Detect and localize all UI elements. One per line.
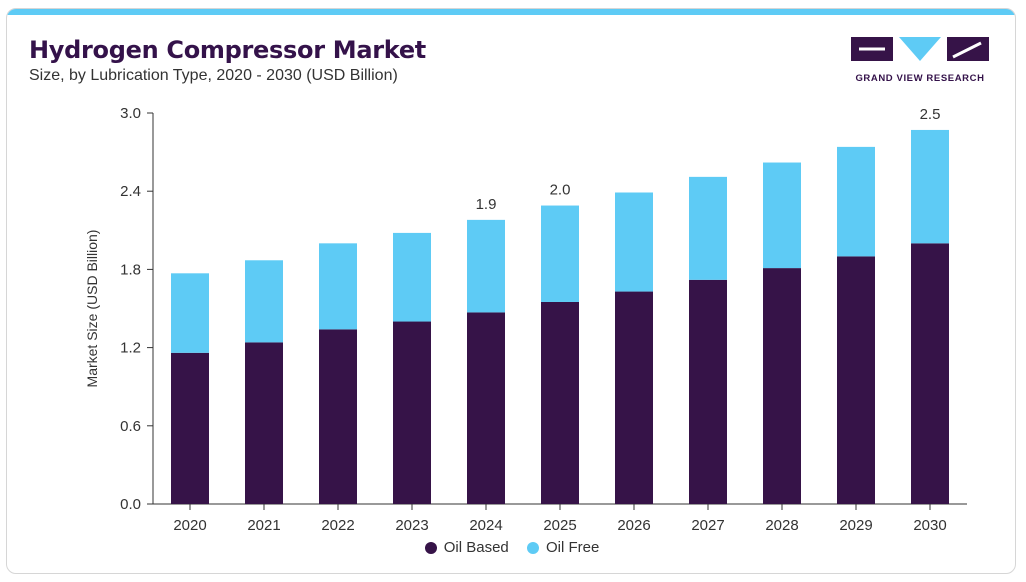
y-tick-label: 0.0: [120, 496, 141, 513]
logo-mark-icon: [851, 37, 989, 61]
bar-oil-based-2023: [393, 321, 431, 504]
legend-swatch-oil-based: [424, 541, 437, 554]
data-label-2025: 2.0: [550, 182, 571, 199]
legend-swatch-oil-free: [526, 541, 539, 554]
x-tick-label-2023: 2023: [395, 517, 428, 534]
data-label-2030: 2.5: [920, 106, 941, 123]
bar-oil-based-2027: [689, 279, 727, 504]
y-tick-label: 3.0: [120, 105, 141, 122]
legend-item-oil-free: Oil Free: [526, 539, 600, 556]
chart-legend: Oil Based Oil Free: [7, 539, 1015, 558]
bar-oil-based-2021: [245, 342, 283, 504]
bar-oil-based-2022: [319, 329, 357, 504]
logo-text: GRAND VIEW RESEARCH: [855, 73, 985, 84]
bar-oil-free-2029: [837, 146, 875, 257]
legend-item-oil-based: Oil Based: [424, 539, 509, 556]
bar-oil-free-2025: [541, 205, 579, 302]
bar-oil-free-2026: [615, 192, 653, 292]
bar-oil-based-2024: [467, 312, 505, 504]
bar-oil-based-2029: [837, 256, 875, 504]
x-tick-label-2027: 2027: [691, 517, 724, 534]
y-axis-title: Market Size (USD Billion): [84, 230, 100, 388]
x-tick-label-2026: 2026: [617, 517, 650, 534]
bar-oil-based-2028: [763, 268, 801, 504]
x-tick-label-2028: 2028: [765, 517, 798, 534]
bar-oil-free-2027: [689, 176, 727, 280]
accent-bar: [7, 9, 1015, 15]
y-tick-label: 1.2: [120, 340, 141, 357]
bar-oil-based-2026: [615, 291, 653, 504]
data-label-2024: 1.9: [476, 196, 497, 213]
bar-oil-free-2024: [467, 219, 505, 313]
legend-label-oil-based: Oil Based: [443, 539, 509, 556]
y-tick-label: 1.8: [120, 261, 141, 278]
grand-view-research-logo: GRAND VIEW RESEARCH: [849, 35, 991, 87]
bar-oil-based-2020: [171, 352, 209, 504]
x-tick-label-2024: 2024: [469, 517, 502, 534]
bar-oil-based-2025: [541, 301, 579, 504]
bar-oil-free-2020: [171, 273, 209, 353]
x-tick-label-2020: 2020: [173, 517, 206, 534]
bar-oil-free-2022: [319, 243, 357, 330]
stacked-bar-chart: 0.0 0.6 1.2 1.8 2.4 3.0 Market Size (USD Billi…: [84, 105, 967, 534]
x-tick-label-2022: 2022: [321, 517, 354, 534]
chart-title: Hydrogen Compressor Market: [29, 36, 426, 64]
x-tick-label-2025: 2025: [543, 517, 576, 534]
y-tick-label: 2.4: [120, 183, 141, 200]
bar-oil-free-2028: [763, 162, 801, 269]
x-tick-label-2021: 2021: [247, 517, 280, 534]
bar-oil-free-2023: [393, 232, 431, 322]
bar-oil-free-2021: [245, 260, 283, 343]
chart-card: Hydrogen Compressor Market Size, by Lubr…: [6, 8, 1016, 574]
x-tick-label-2029: 2029: [839, 517, 872, 534]
y-tick-label: 0.6: [120, 418, 141, 435]
chart-subtitle: Size, by Lubrication Type, 2020 - 2030 (…: [29, 67, 398, 84]
x-tick-label-2030: 2030: [913, 517, 946, 534]
legend-label-oil-free: Oil Free: [545, 539, 600, 556]
bar-oil-based-2030: [911, 243, 949, 505]
bar-oil-free-2030: [911, 129, 949, 244]
